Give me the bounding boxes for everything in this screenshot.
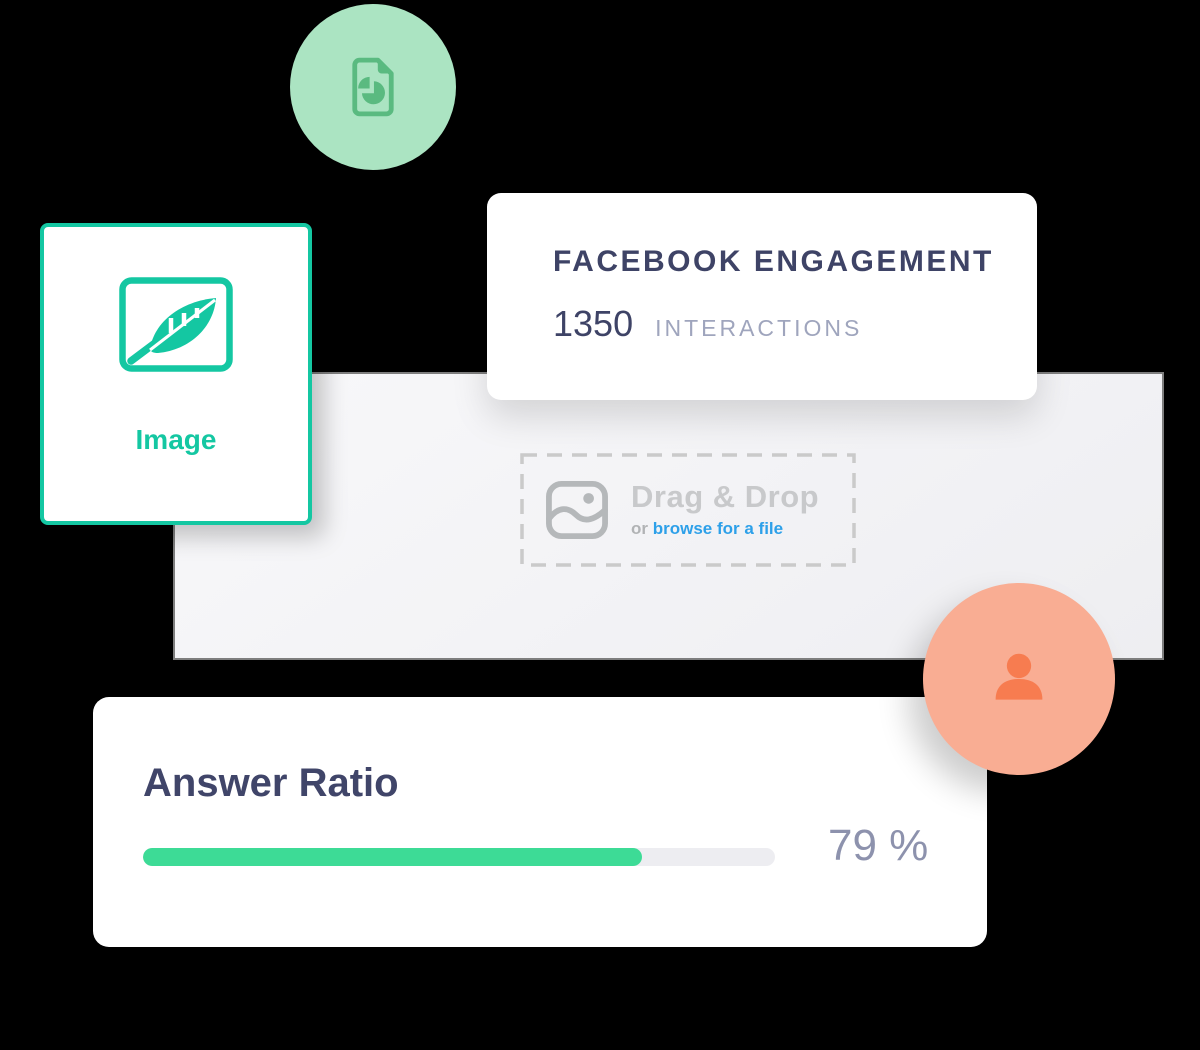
answer-ratio-value: 79 % bbox=[828, 821, 929, 870]
image-placeholder-icon bbox=[546, 480, 608, 540]
user-circle-badge bbox=[923, 583, 1115, 775]
dropzone-or-text: or bbox=[631, 518, 648, 538]
browse-file-link[interactable]: browse for a file bbox=[652, 518, 784, 538]
leaf-icon bbox=[119, 277, 233, 372]
answer-ratio-progressbar bbox=[143, 848, 775, 866]
answer-ratio-card: Answer Ratio 79 % bbox=[93, 697, 987, 947]
image-card-label: Image bbox=[135, 424, 217, 455]
document-pie-chart-icon bbox=[352, 57, 394, 117]
facebook-card-stat-row: 1350 INTERACTIONS bbox=[553, 306, 1037, 342]
interactions-unit-label: INTERACTIONS bbox=[655, 315, 863, 341]
interactions-value: 1350 bbox=[553, 303, 634, 344]
facebook-engagement-card: FACEBOOK ENGAGEMENT 1350 INTERACTIONS bbox=[487, 193, 1037, 400]
file-dropzone[interactable]: Drag & Drop or browse for a file bbox=[520, 453, 856, 567]
facebook-card-title: FACEBOOK ENGAGEMENT bbox=[553, 245, 994, 278]
report-circle-badge bbox=[290, 4, 456, 170]
dropzone-subtitle: or browse for a file bbox=[631, 519, 819, 539]
dropzone-dashed-border bbox=[520, 453, 856, 567]
progress-fill bbox=[143, 848, 643, 866]
image-widget-card[interactable]: Image bbox=[40, 223, 312, 525]
answer-ratio-title: Answer Ratio bbox=[143, 761, 399, 805]
dropzone-title: Drag & Drop bbox=[631, 479, 820, 515]
leaf-icon-frame bbox=[119, 277, 233, 377]
user-icon bbox=[995, 653, 1043, 700]
